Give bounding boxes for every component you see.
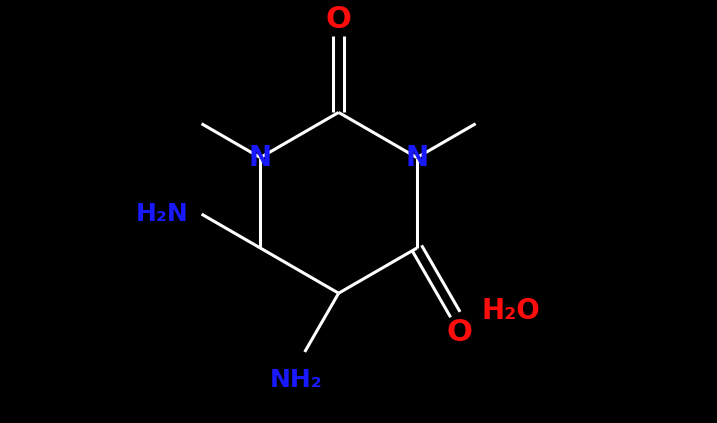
Text: O: O [447, 318, 473, 347]
Text: N: N [249, 143, 272, 172]
Text: N: N [405, 143, 429, 172]
Text: H₂N: H₂N [136, 202, 188, 226]
Text: H₂O: H₂O [481, 297, 540, 325]
Text: O: O [326, 5, 351, 34]
Text: NH₂: NH₂ [270, 368, 322, 392]
